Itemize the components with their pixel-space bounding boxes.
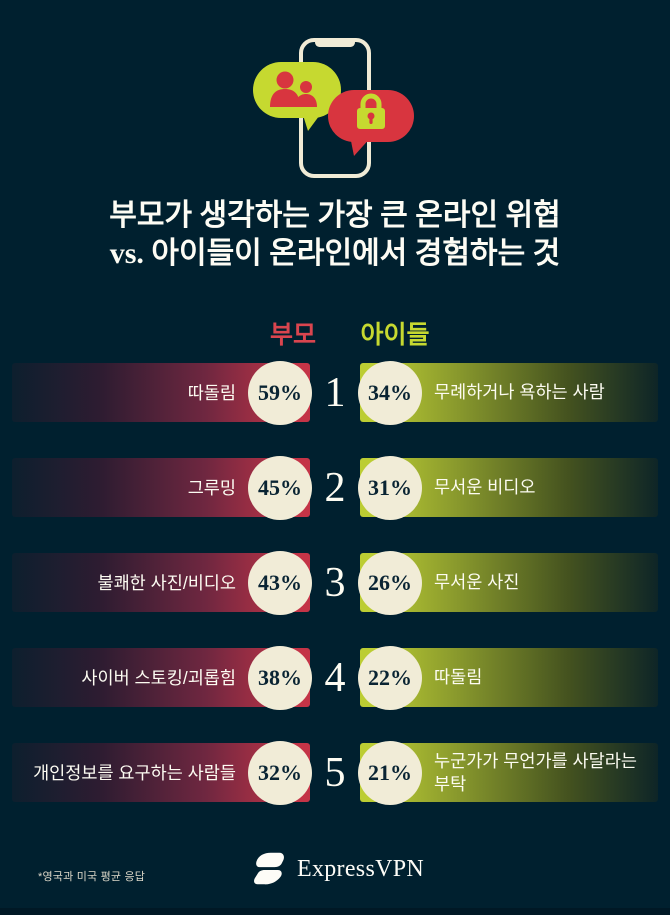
parent-percentage-value: 38%	[258, 665, 302, 690]
child-percentage-value: 26%	[368, 570, 412, 595]
child-threat-label: 무례하거나 욕하는 사람	[434, 382, 605, 403]
brand-name: ExpressVPN	[297, 855, 424, 882]
child-threat-label: 누군가가 무언가를 사달라는 부탁	[434, 750, 637, 794]
child-percentage-badge: 31%	[358, 456, 422, 520]
lock-chat-bubble-icon	[328, 90, 414, 156]
child-percentage-badge: 34%	[358, 361, 422, 425]
rank-number: 1	[324, 369, 346, 416]
parent-percentage-value: 59%	[258, 380, 302, 405]
child-percentage-value: 22%	[368, 665, 412, 690]
page-title: 부모가 생각하는 가장 큰 온라인 위협 vs. 아이들이 온라인에서 경험하는…	[0, 197, 670, 274]
bottom-edge-strip	[0, 908, 670, 915]
threat-row-2: 그루밍 45% 2 31% 무서운 비디오	[0, 456, 670, 520]
column-header-children: 아이들	[360, 322, 430, 349]
parent-percentage-badge: 32%	[248, 741, 312, 805]
threat-row-3: 불쾌한 사진/비디오 43% 3 26% 무서운 사진	[0, 551, 670, 615]
parent-threat-label: 따돌림	[187, 383, 236, 403]
parent-percentage-badge: 45%	[248, 456, 312, 520]
parent-percentage-value: 45%	[258, 475, 302, 500]
child-threat-label: 무서운 사진	[434, 572, 520, 593]
page-title-line1: 부모가 생각하는 가장 큰 온라인 위협	[109, 199, 561, 232]
child-threat-label: 따돌림	[434, 667, 483, 688]
column-header-parents: 부모	[269, 322, 316, 349]
child-percentage-value: 34%	[368, 380, 412, 405]
parent-threat-label: 그루밍	[187, 478, 236, 498]
child-percentage-badge: 22%	[358, 646, 422, 710]
child-percentage-badge: 21%	[358, 741, 422, 805]
hero-illustration	[253, 38, 414, 178]
parent-percentage-value: 32%	[258, 760, 302, 785]
parent-threat-label: 사이버 스토킹/괴롭힘	[81, 668, 236, 688]
rank-number: 3	[324, 559, 346, 606]
parent-percentage-badge: 38%	[248, 646, 312, 710]
parent-threat-label: 불쾌한 사진/비디오	[97, 573, 236, 593]
parent-percentage-badge: 43%	[248, 551, 312, 615]
parent-percentage-badge: 59%	[248, 361, 312, 425]
footnote: *영국과 미국 평균 응답	[38, 871, 146, 883]
people-chat-bubble-icon	[253, 62, 341, 131]
child-percentage-badge: 26%	[358, 551, 422, 615]
expressvpn-logo-icon	[254, 852, 284, 885]
child-percentage-value: 31%	[368, 475, 412, 500]
child-threat-label: 무서운 비디오	[434, 477, 536, 498]
parent-threat-label: 개인정보를 요구하는 사람들	[33, 763, 236, 783]
rank-number: 5	[324, 749, 346, 796]
threat-row-4: 사이버 스토킹/괴롭힘 38% 4 22% 따돌림	[0, 646, 670, 710]
threat-row-5: 개인정보를 요구하는 사람들 32% 5 21% 누군가가 무언가를 사달라는 …	[0, 741, 670, 805]
parent-percentage-value: 43%	[258, 570, 302, 595]
rank-number: 2	[324, 464, 346, 511]
page-title-line2: vs. 아이들이 온라인에서 경험하는 것	[109, 237, 561, 271]
brand-logo: ExpressVPN	[0, 845, 670, 893]
threat-row-1: 따돌림 59% 1 34% 무례하거나 욕하는 사람	[0, 361, 670, 425]
child-percentage-value: 21%	[368, 760, 412, 785]
rank-number: 4	[324, 654, 346, 701]
